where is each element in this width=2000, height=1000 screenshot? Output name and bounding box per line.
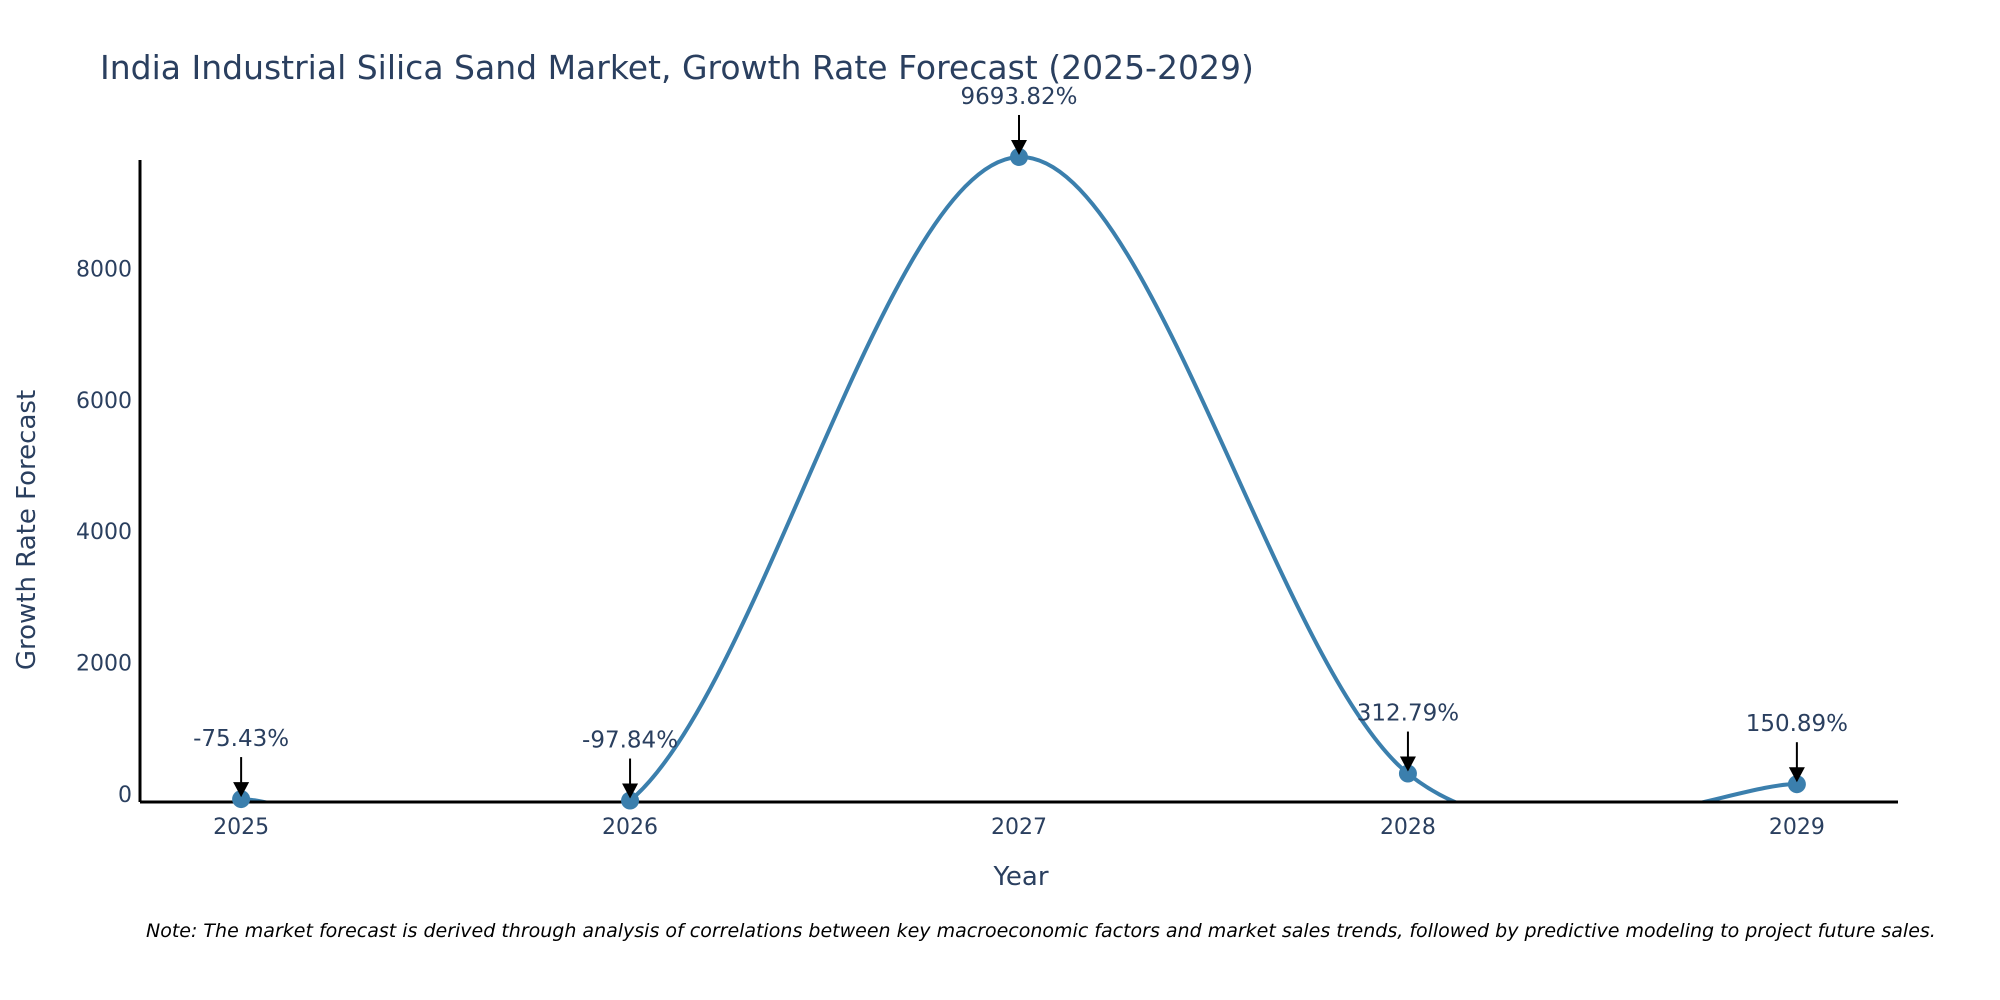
marker-layer: [232, 147, 1806, 810]
series-layer: [241, 154, 1797, 802]
x-tick-label: 2028: [1380, 815, 1436, 840]
y-tick-label: 8000: [76, 257, 132, 282]
annotation-arrow-head: [622, 783, 639, 799]
annotation-arrow-head: [1399, 756, 1416, 772]
data-label-2025: -75.43%: [193, 726, 289, 798]
data-label-text: 312.79%: [1357, 701, 1459, 727]
data-point-2027[interactable]: [1010, 147, 1028, 166]
data-point-2025[interactable]: [232, 790, 251, 809]
x-tick-label: 2027: [991, 815, 1047, 840]
series-line: [241, 154, 1797, 802]
data-point-2028[interactable]: [1398, 764, 1417, 783]
data-labels: -75.43% -97.84% 9693.82% 312.79% 150.89%: [193, 84, 1848, 799]
chart-title: India Industrial Silica Sand Market, Gro…: [100, 48, 1254, 87]
y-tick-label: 0: [118, 783, 132, 808]
footnote: Note: The market forecast is derived thr…: [146, 920, 1936, 942]
data-point-2026[interactable]: [621, 791, 640, 810]
plot-area: 0 2000 4000 6000 8000 2025 2026 2027 2028 2029 -…: [76, 84, 1898, 840]
data-label-2026: -97.84%: [582, 728, 678, 799]
x-tick-labels: 2025 2026 2027 2028 2029: [213, 815, 1825, 840]
data-label-2029: 150.89%: [1746, 711, 1848, 783]
x-tick-label: 2026: [602, 815, 658, 840]
data-point-2029[interactable]: [1787, 775, 1806, 794]
y-axis-title: Growth Rate Forecast: [12, 390, 42, 670]
y-tick-labels: 0 2000 4000 6000 8000: [76, 257, 132, 808]
y-tick-label: 6000: [76, 389, 132, 414]
y-tick-label: 2000: [76, 652, 132, 677]
data-label-2027: 9693.82%: [961, 84, 1078, 155]
x-tick-label: 2029: [1769, 815, 1825, 840]
annotation-arrow-head: [1788, 767, 1805, 783]
data-label-2028: 312.79%: [1357, 701, 1459, 772]
data-label-text: 9693.82%: [961, 84, 1078, 110]
data-label-text: 150.89%: [1746, 711, 1848, 737]
annotation-arrow-head: [233, 782, 250, 798]
x-tick-label: 2025: [213, 815, 269, 840]
data-label-text: -75.43%: [193, 726, 289, 752]
data-label-text: -97.84%: [582, 728, 678, 754]
y-tick-label: 4000: [76, 520, 132, 545]
x-axis-title: Year: [992, 862, 1048, 892]
annotation-arrow-head: [1011, 139, 1027, 155]
